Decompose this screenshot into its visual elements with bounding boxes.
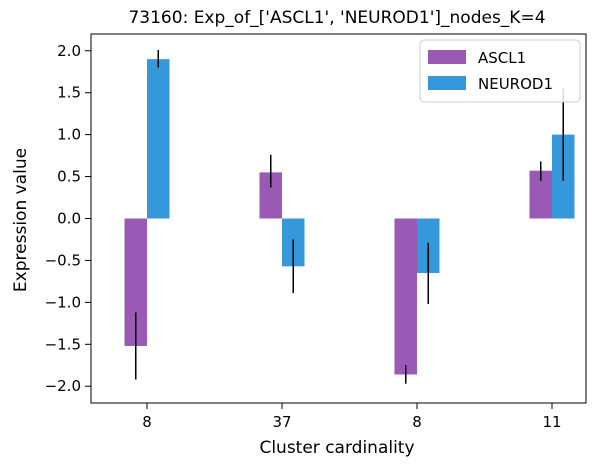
bar-ascl1-0 [124,218,147,346]
y-tick-label: 2.0 [57,42,81,60]
y-tick-label: 1.0 [57,126,81,144]
chart-title: 73160: Exp_of_['ASCL1', 'NEUROD1']_nodes… [128,8,545,28]
bar-ascl1-2 [394,218,417,375]
y-tick-label: −2.0 [45,377,81,395]
y-tick-label: −0.5 [45,251,81,269]
bar-ascl1-1 [259,172,282,219]
y-tick-label: 0.0 [57,210,81,228]
axes: −2.0 −1.5 −1.0 −0.5 0.0 0.5 1.0 1.5 2.0 8 37 8 11 [45,33,587,431]
plot-area [124,59,575,375]
error-bars [135,49,564,384]
x-axis-title: Cluster cardinality [259,438,414,458]
x-tick-label: 8 [412,413,422,431]
bar-neurod1-0 [147,59,170,219]
bar-ascl1-3 [529,170,552,219]
x-tick-label: 37 [272,413,291,431]
legend-label-ascl1: ASCL1 [478,49,526,67]
legend-swatch-ascl1 [428,50,466,64]
y-axis-title: Expression value [11,148,31,292]
legend: ASCL1 NEUROD1 [419,39,581,103]
x-tick-label: 8 [142,413,152,431]
y-tick-label: 0.5 [57,168,81,186]
y-tick-label: −1.5 [45,335,81,353]
legend-swatch-neurod1 [428,76,466,90]
y-tick-label: −1.0 [45,293,81,311]
y-tick-label: 1.5 [57,84,81,102]
legend-label-neurod1: NEUROD1 [478,75,553,93]
x-tick-label: 11 [542,413,561,431]
